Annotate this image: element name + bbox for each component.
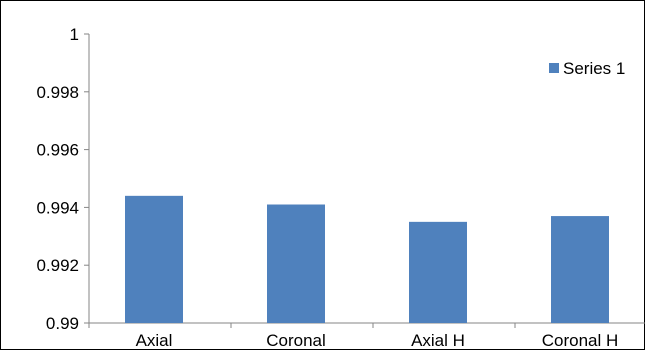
bar-coronal	[267, 204, 325, 323]
x-axis: Axial Coronal Axial H Coronal H	[88, 322, 645, 350]
y-tick-label: 0.99	[46, 314, 79, 333]
x-tick-label: Coronal	[266, 331, 326, 350]
x-tick-label: Axial	[136, 331, 173, 350]
bar-axial-h	[409, 221, 467, 323]
bar-coronal-h	[551, 216, 609, 323]
legend: Series 1	[549, 59, 625, 78]
legend-swatch-series-1	[549, 63, 559, 73]
x-tick-label: Axial H	[411, 331, 465, 350]
y-axis: 0.99 0.992 0.994 0.996 0.998 1	[36, 25, 90, 333]
y-tick-label: 0.996	[36, 141, 79, 160]
y-tick-label: 0.992	[36, 256, 79, 275]
legend-label-series-1: Series 1	[563, 59, 625, 78]
bar-axial	[125, 195, 183, 323]
y-tick-label: 0.998	[36, 83, 79, 102]
y-tick-label: 0.994	[36, 198, 79, 217]
x-tick-label: Coronal H	[542, 331, 619, 350]
y-tick-label: 1	[70, 25, 79, 44]
bars	[125, 195, 609, 323]
